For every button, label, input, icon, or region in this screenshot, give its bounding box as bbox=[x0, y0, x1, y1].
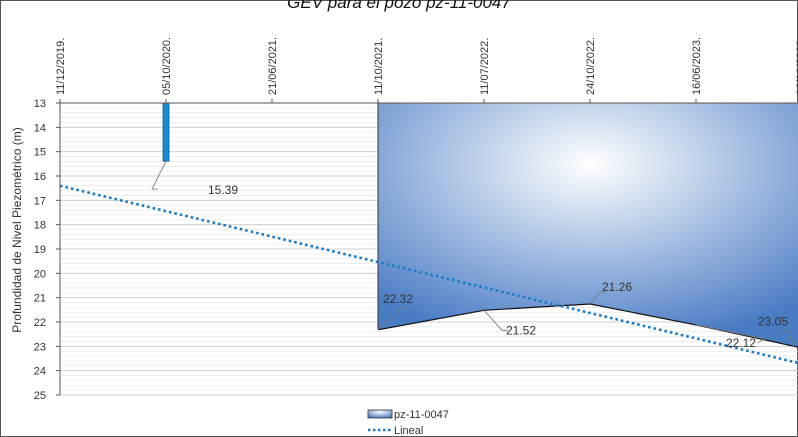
data-label: 15.39 bbox=[208, 183, 238, 197]
data-label: 21.52 bbox=[506, 323, 536, 337]
chart-title: GEV para el pozo pz-11-0047 bbox=[287, 0, 511, 12]
y-tick-label: 17 bbox=[34, 195, 46, 207]
x-tick-label: 24/10/2022. bbox=[585, 37, 597, 95]
y-tick-label: 13 bbox=[34, 98, 46, 110]
bar-mark bbox=[162, 102, 170, 162]
x-axis-ticks: 11/12/2019. 05/10/2020. 21/06/2021. 11/10/2… bbox=[55, 37, 798, 103]
x-tick-label: 11/07/2022. bbox=[479, 38, 491, 95]
y-tick-label: 16 bbox=[34, 171, 46, 183]
label-leader bbox=[377, 307, 408, 331]
y-tick-label: 24 bbox=[34, 366, 46, 378]
y-tick-label: 14 bbox=[34, 122, 46, 134]
data-label: 23.05 bbox=[758, 315, 788, 329]
legend: pz-11-0047 Lineal bbox=[367, 409, 449, 437]
label-leader bbox=[695, 324, 766, 344]
y-tick-label: 19 bbox=[34, 244, 46, 256]
x-tick-label: 16/06/2023. bbox=[691, 37, 703, 95]
y-tick-label: 21 bbox=[34, 293, 46, 305]
y-tick-label: 25 bbox=[34, 390, 46, 402]
trendline-series bbox=[60, 184, 798, 365]
x-tick-label: 05/10/2020. bbox=[161, 37, 173, 95]
x-tick-label: 11/10/2021. bbox=[373, 38, 385, 95]
y-tick-label: 18 bbox=[34, 220, 46, 232]
legend-label-area: pz-11-0047 bbox=[394, 409, 449, 421]
legend-label-trend: Lineal bbox=[394, 425, 423, 437]
label-leader bbox=[483, 310, 508, 331]
label-leader bbox=[782, 330, 795, 348]
data-label: 22.12 bbox=[726, 336, 756, 350]
y-tick-label: 15 bbox=[34, 147, 46, 159]
data-label: 21.26 bbox=[602, 280, 632, 294]
y-tick-label: 23 bbox=[34, 341, 46, 353]
data-label: 22.32 bbox=[383, 292, 413, 306]
x-tick-label: 11/12/2019. bbox=[55, 38, 67, 95]
y-axis-label: Profundidad de Nivel Piezométrico (m) bbox=[10, 127, 24, 332]
area-fill bbox=[378, 103, 798, 348]
x-tick-label: 16/10/2023 bbox=[795, 40, 798, 95]
label-leader bbox=[589, 291, 606, 305]
trendline bbox=[60, 184, 798, 365]
x-tick-label: 21/06/2021. bbox=[267, 37, 279, 95]
label-leader bbox=[151, 160, 167, 190]
y-axis-ticks: 13 14 15 16 17 18 19 20 21 22 23 24 25 bbox=[34, 98, 60, 402]
legend-swatch-area bbox=[367, 409, 393, 419]
y-tick-label: 20 bbox=[34, 268, 46, 280]
bar-series bbox=[162, 102, 170, 162]
y-tick-label: 22 bbox=[34, 317, 46, 329]
